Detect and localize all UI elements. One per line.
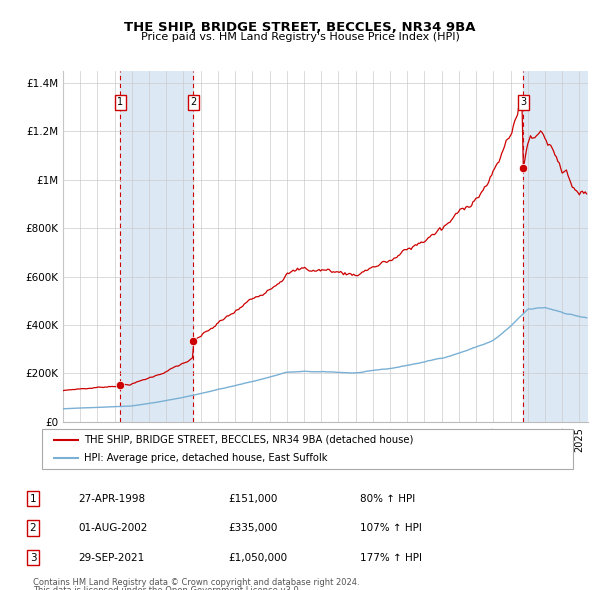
Text: 1: 1 xyxy=(117,97,123,107)
Text: HPI: Average price, detached house, East Suffolk: HPI: Average price, detached house, East… xyxy=(85,453,328,463)
Bar xyxy=(523,71,588,422)
Text: £151,000: £151,000 xyxy=(228,494,277,503)
Text: This data is licensed under the Open Government Licence v3.0.: This data is licensed under the Open Gov… xyxy=(33,586,301,590)
Text: Price paid vs. HM Land Registry's House Price Index (HPI): Price paid vs. HM Land Registry's House … xyxy=(140,32,460,42)
Text: Contains HM Land Registry data © Crown copyright and database right 2024.: Contains HM Land Registry data © Crown c… xyxy=(33,578,359,587)
Text: THE SHIP, BRIDGE STREET, BECCLES, NR34 9BA (detached house): THE SHIP, BRIDGE STREET, BECCLES, NR34 9… xyxy=(85,435,414,445)
Text: 2: 2 xyxy=(29,523,37,533)
Text: 3: 3 xyxy=(520,97,526,107)
Text: 27-APR-1998: 27-APR-1998 xyxy=(78,494,145,503)
Bar xyxy=(120,71,193,422)
Text: 2: 2 xyxy=(190,97,197,107)
Text: £335,000: £335,000 xyxy=(228,523,277,533)
Text: 29-SEP-2021: 29-SEP-2021 xyxy=(78,553,144,562)
Text: 3: 3 xyxy=(29,553,37,562)
Text: 107% ↑ HPI: 107% ↑ HPI xyxy=(360,523,422,533)
Text: 177% ↑ HPI: 177% ↑ HPI xyxy=(360,553,422,562)
Text: £1,050,000: £1,050,000 xyxy=(228,553,287,562)
Text: 80% ↑ HPI: 80% ↑ HPI xyxy=(360,494,415,503)
Text: 1: 1 xyxy=(29,494,37,503)
Text: 01-AUG-2002: 01-AUG-2002 xyxy=(78,523,148,533)
FancyBboxPatch shape xyxy=(42,429,573,469)
Text: THE SHIP, BRIDGE STREET, BECCLES, NR34 9BA: THE SHIP, BRIDGE STREET, BECCLES, NR34 9… xyxy=(124,21,476,34)
